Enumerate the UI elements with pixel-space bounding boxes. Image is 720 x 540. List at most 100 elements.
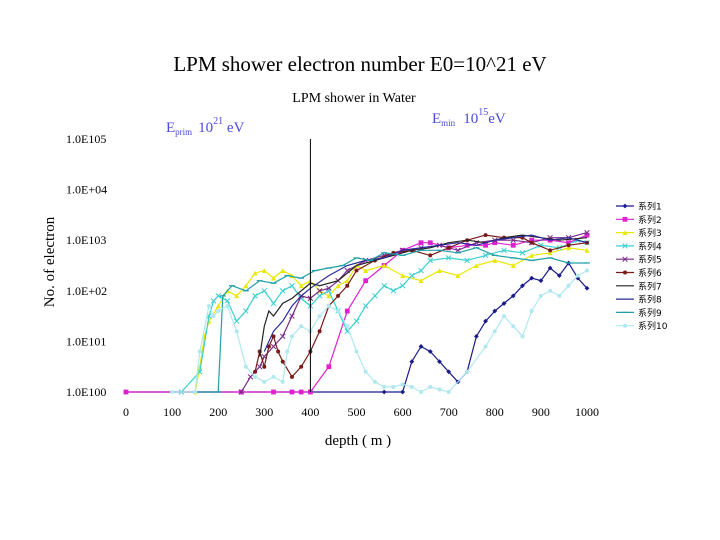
legend-label: 系列2: [638, 214, 662, 226]
data-point: [520, 283, 525, 289]
legend-swatch-marker: [622, 256, 628, 262]
data-point: [446, 245, 451, 250]
data-point: [252, 270, 258, 276]
legend-label: 系列6: [638, 267, 662, 279]
x-tick-label: 800: [486, 405, 504, 419]
series-10: [170, 268, 589, 394]
annotation-eprim: Eprim 1021 eV: [166, 116, 245, 137]
data-point: [270, 300, 277, 307]
data-point: [511, 324, 516, 329]
data-point: [279, 333, 286, 340]
data-point: [538, 293, 543, 298]
data-point: [262, 379, 267, 384]
data-point: [381, 263, 387, 268]
series-6: [253, 233, 589, 379]
series-2: [123, 232, 590, 395]
data-point: [418, 278, 424, 284]
data-point: [483, 242, 488, 248]
data-point: [243, 308, 249, 314]
series-line: [172, 270, 588, 393]
data-point: [473, 263, 479, 268]
y-tick-label: 1.0E100: [66, 385, 106, 399]
data-point: [464, 257, 470, 264]
annotation-emin-unit: eV: [488, 111, 506, 127]
y-tick-label: 1.0E+04: [66, 183, 107, 197]
data-point: [326, 364, 332, 370]
data-point: [381, 282, 387, 289]
annotation-eprim-sub: prim: [175, 127, 192, 137]
data-point: [215, 303, 221, 309]
legend-item: 系列9: [616, 307, 662, 319]
legend-label: 系列1: [638, 201, 662, 213]
y-tick-labels: 1.0E100 1.0E101 1.0E+02 1.0E103 1.0E+04 1.0E1…: [66, 132, 107, 399]
series-1: [123, 260, 590, 395]
legend-item: 系列1: [616, 201, 662, 213]
data-point: [354, 349, 359, 354]
data-point: [170, 390, 175, 394]
data-point: [253, 369, 258, 374]
series-line: [240, 232, 588, 393]
data-point: [363, 369, 368, 374]
series-3: [192, 245, 590, 395]
data-point: [345, 283, 350, 288]
series-line: [263, 234, 588, 352]
data-point: [262, 364, 267, 369]
data-point: [363, 278, 369, 284]
data-point: [501, 247, 507, 254]
data-point: [529, 309, 534, 314]
data-point: [482, 252, 489, 259]
data-point: [529, 275, 535, 281]
y-tick-label: 1.0E101: [66, 334, 106, 348]
y-tick-label: 1.0E105: [66, 132, 106, 146]
data-point: [289, 374, 294, 379]
chart-title: LPM shower in Water: [292, 91, 416, 106]
data-point: [280, 359, 285, 364]
data-point: [299, 324, 304, 329]
legend-label: 系列5: [638, 254, 662, 266]
data-point: [261, 268, 267, 273]
legend-label: 系列4: [638, 240, 662, 252]
data-point: [233, 318, 240, 324]
series-line: [126, 234, 588, 393]
x-tick-label: 400: [301, 405, 319, 419]
data-point: [547, 250, 553, 256]
data-point: [556, 273, 562, 279]
data-point: [326, 303, 331, 308]
annotation-emin: Emin 1015eV: [432, 107, 506, 128]
data-point: [234, 293, 240, 299]
data-point: [584, 232, 590, 238]
legend-label: 系列7: [638, 280, 662, 292]
data-point: [234, 329, 239, 334]
data-point: [253, 374, 258, 379]
data-point: [354, 268, 359, 273]
data-point: [216, 309, 221, 314]
annotation-emin-sub: min: [441, 118, 456, 128]
data-point: [428, 253, 433, 258]
legend-label: 系列10: [638, 320, 668, 332]
data-point: [256, 363, 263, 370]
legend-item: 系列3: [616, 227, 662, 239]
data-point: [418, 344, 424, 349]
x-tick-label: 500: [348, 405, 366, 419]
data-point: [381, 389, 387, 395]
data-point: [261, 288, 268, 294]
data-point: [316, 293, 323, 299]
data-point: [547, 265, 553, 271]
data-point: [492, 329, 497, 334]
data-point: [298, 389, 304, 395]
data-point: [538, 278, 544, 284]
legend-swatch-marker: [623, 270, 627, 275]
x-tick-label: 600: [394, 405, 412, 419]
x-tick-label: 900: [532, 405, 550, 419]
data-point: [271, 374, 276, 379]
y-axis-label: No. of electron: [42, 216, 58, 307]
data-point: [510, 237, 516, 243]
data-point: [584, 247, 590, 253]
data-point: [483, 318, 488, 324]
data-point: [363, 268, 369, 273]
data-point: [289, 282, 295, 289]
data-point: [335, 283, 341, 289]
data-point: [215, 293, 221, 299]
data-point: [473, 333, 479, 339]
